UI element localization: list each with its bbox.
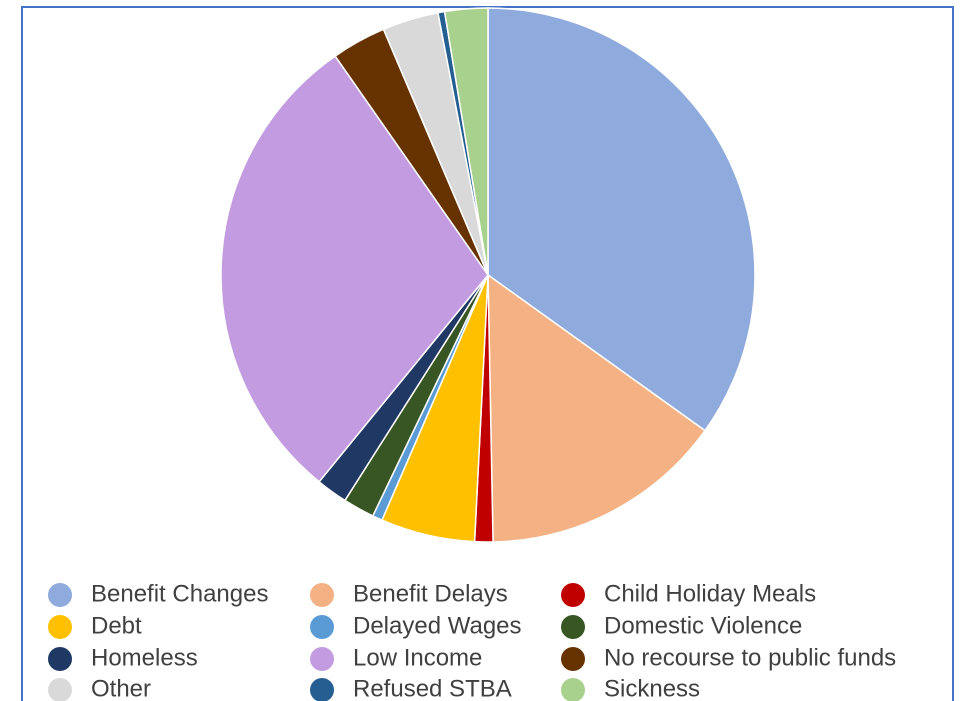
pie-slice — [487, 7, 756, 432]
legend-label: Debt — [91, 612, 142, 639]
legend-label: Child Holiday Meals — [604, 580, 816, 607]
legend-swatch — [48, 583, 72, 607]
legend-swatch — [48, 647, 72, 671]
legend-swatch — [310, 678, 334, 701]
pie-slice — [487, 273, 707, 543]
legend-swatch — [310, 647, 334, 671]
legend-swatch — [561, 615, 585, 639]
legend-swatch — [561, 678, 585, 701]
legend-label: Refused STBA — [353, 675, 512, 701]
pie-slice — [220, 55, 489, 483]
legend-label: Benefit Delays — [353, 580, 508, 607]
legend-swatch — [310, 615, 334, 639]
pie-slice — [443, 7, 489, 276]
legend-swatch — [310, 583, 334, 607]
legend-swatch — [561, 647, 585, 671]
legend-label: Sickness — [604, 675, 700, 701]
legend-swatch — [48, 678, 72, 701]
legend-swatch — [48, 615, 72, 639]
legend-label: Benefit Changes — [91, 580, 268, 607]
legend-label: Low Income — [353, 644, 482, 671]
legend-label: Other — [91, 675, 151, 701]
legend-label: No recourse to public funds — [604, 644, 896, 671]
legend-swatch — [561, 583, 585, 607]
legend-label: Delayed Wages — [353, 612, 522, 639]
legend-label: Homeless — [91, 644, 198, 671]
legend-label: Domestic Violence — [604, 612, 802, 639]
